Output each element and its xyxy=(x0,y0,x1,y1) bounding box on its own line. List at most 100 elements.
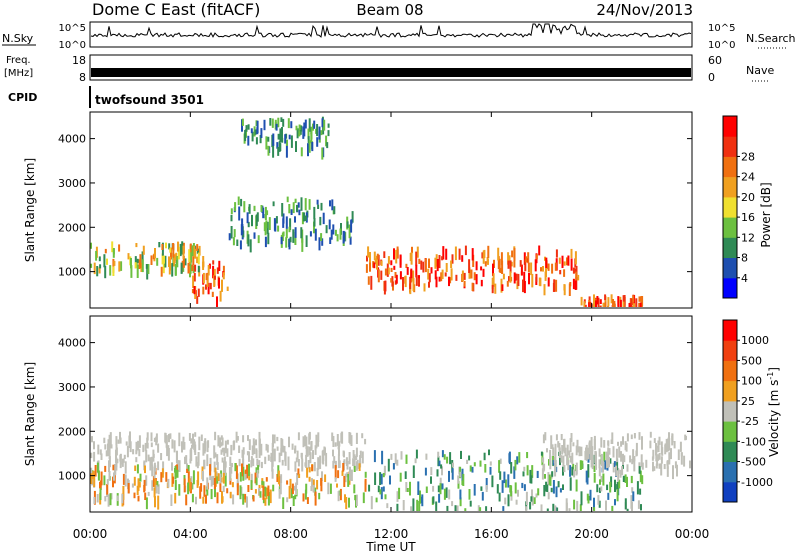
vel-band-3-cell xyxy=(576,439,579,453)
vel-band-1-cell xyxy=(112,464,115,471)
vel-band-1-cell xyxy=(185,494,188,506)
vel-band-0-cell xyxy=(260,461,263,469)
power-band-0-cell xyxy=(202,261,205,270)
power-band-4-cell xyxy=(334,229,337,236)
vel-band-2-cell xyxy=(481,491,484,501)
vel-band-1-cell xyxy=(219,473,222,484)
vel-band-2-cell xyxy=(502,506,505,511)
vel-band-0-cell xyxy=(348,452,351,461)
vel-band-1-cell xyxy=(311,478,313,487)
power-colorbar-seg-0 xyxy=(723,277,737,299)
power-band-3-cell xyxy=(617,303,620,307)
power-band-3-cell xyxy=(638,296,641,302)
power-band-0-cell xyxy=(142,245,145,255)
vel-band-2-cell xyxy=(424,467,427,476)
power-band-0-cell xyxy=(170,247,172,260)
vel-band-0-cell xyxy=(308,446,311,456)
power-band-4-cell xyxy=(294,198,297,203)
vel-band-2-cell xyxy=(412,498,415,511)
vel-band-0-cell xyxy=(325,452,328,467)
vel-band-0-cell xyxy=(147,454,150,462)
vel-band-1-cell xyxy=(308,467,311,473)
vel-band-2-cell xyxy=(631,502,633,511)
power-band-3-cell xyxy=(596,296,599,305)
power-band-2-cell xyxy=(444,272,447,277)
power-band-2-cell xyxy=(506,280,509,287)
vel-band-0-cell xyxy=(194,432,197,437)
power-band-1-cell xyxy=(212,265,215,279)
vel-band-2-cell xyxy=(593,497,595,511)
power-band-2-cell xyxy=(415,251,418,266)
power-band-3-cell xyxy=(599,305,602,307)
vel-band-2-cell xyxy=(575,479,578,492)
power-band-2-cell xyxy=(416,246,419,258)
vel-band-3-cell xyxy=(570,433,573,442)
power-band-0-cell xyxy=(141,251,144,265)
vel-band-0-cell xyxy=(150,456,153,467)
power-band-2-cell xyxy=(574,268,576,273)
power-band-3-cell xyxy=(619,299,622,307)
vel-band-1-cell xyxy=(107,494,110,507)
power-band-2-cell xyxy=(545,263,547,277)
vel-band-2-cell xyxy=(418,501,421,511)
vel-band-2-cell xyxy=(381,450,384,465)
power-band-0-cell xyxy=(175,252,178,264)
vel-band-1-cell xyxy=(306,497,309,504)
vel-band-0-cell xyxy=(123,454,126,459)
power-band-1-cell xyxy=(202,286,205,295)
vel-band-2-cell xyxy=(451,501,454,507)
vel-band-1-cell xyxy=(137,495,140,502)
vel-band-0-cell xyxy=(317,432,320,442)
vel-band-3-cell xyxy=(660,441,663,455)
vel-band-0-cell xyxy=(313,462,316,472)
vel-colorbar-seg-0 xyxy=(723,481,737,503)
power-band-1-cell xyxy=(213,268,216,279)
vel-band-0-cell xyxy=(359,455,362,464)
vel-band-2-cell xyxy=(441,483,444,490)
vel-band-0-cell xyxy=(110,444,113,449)
vel-band-3-cell xyxy=(649,431,652,438)
vel-band-1-cell xyxy=(246,464,249,479)
power-colorbar-seg-2 xyxy=(723,237,737,258)
vel-band-0-cell xyxy=(291,443,294,450)
power-band-2-cell xyxy=(417,278,420,286)
power-band-0-cell xyxy=(90,263,93,268)
vel-band-0-cell xyxy=(321,450,324,464)
vel-band-2-cell xyxy=(600,475,603,483)
vel-band-1-cell xyxy=(257,465,260,474)
vel-band-3-cell xyxy=(671,434,674,443)
power-band-2-cell xyxy=(468,259,471,273)
vel-band-2-cell xyxy=(610,476,613,488)
power-band-1-cell xyxy=(196,296,199,304)
power-band-4-cell xyxy=(289,218,292,231)
vel-band-0-cell xyxy=(119,437,122,444)
vel-band-1-cell xyxy=(244,471,247,480)
power-band-2-cell xyxy=(393,248,395,260)
vel-band-0-cell xyxy=(150,442,153,448)
time-axis: 00:00 04:00 08:00 12:00 16:00 20:00 00:00 xyxy=(73,112,709,541)
vel-band-0-cell xyxy=(295,457,298,463)
freq-strip: Freq. [MHz] 18 8 60 0 Nave xyxy=(4,54,774,84)
vel-band-1-cell xyxy=(262,497,265,504)
power-band-0-cell xyxy=(104,248,107,254)
vel-band-0-cell xyxy=(97,444,100,455)
vel-band-2-cell xyxy=(394,453,397,465)
power-band-2-cell xyxy=(528,272,530,285)
power-band-0-cell xyxy=(177,246,180,260)
vel-band-1-cell xyxy=(160,472,163,483)
power-band-5-cell xyxy=(263,119,266,131)
time-axis-label: Time UT xyxy=(365,540,416,554)
power-band-1-cell xyxy=(205,273,208,281)
vel-band-3-cell xyxy=(549,449,552,459)
vel-band-2-cell xyxy=(483,452,486,461)
vel-band-1-cell xyxy=(312,484,315,493)
vel-band-0-cell xyxy=(309,452,312,464)
vel-band-0-cell xyxy=(355,461,358,471)
vel-band-0-cell xyxy=(135,441,138,453)
power-band-4-cell xyxy=(264,206,267,221)
date-title: 24/Nov/2013 xyxy=(596,1,693,19)
vel-band-2-cell xyxy=(498,492,501,502)
vel-band-1-cell xyxy=(187,465,190,472)
power-band-0-cell xyxy=(156,257,159,266)
vel-band-2-cell xyxy=(514,482,517,494)
